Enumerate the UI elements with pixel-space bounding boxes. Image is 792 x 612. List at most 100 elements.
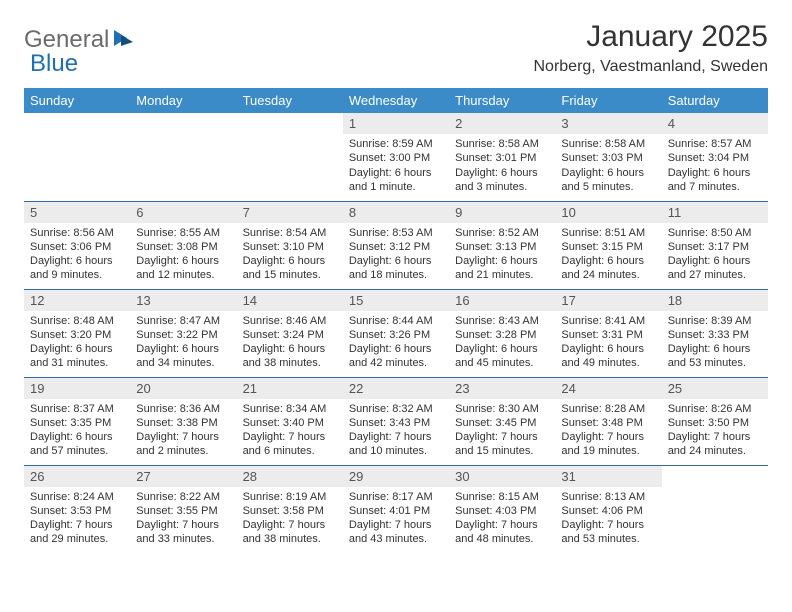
- sunset: Sunset: 3:12 PM: [349, 240, 443, 254]
- day-details: Sunrise: 8:19 AMSunset: 3:58 PMDaylight:…: [237, 487, 343, 552]
- daylight: Daylight: 7 hours and 6 minutes.: [243, 430, 337, 459]
- calendar-cell: 31Sunrise: 8:13 AMSunset: 4:06 PMDayligh…: [555, 465, 661, 553]
- calendar-row: 19Sunrise: 8:37 AMSunset: 3:35 PMDayligh…: [24, 377, 768, 465]
- logo-text-blue: Blue: [30, 50, 78, 77]
- day-number: 27: [130, 466, 236, 487]
- day-details: Sunrise: 8:48 AMSunset: 3:20 PMDaylight:…: [24, 311, 130, 376]
- calendar-cell: 13Sunrise: 8:47 AMSunset: 3:22 PMDayligh…: [130, 289, 236, 377]
- day-number: 25: [662, 378, 768, 399]
- calendar-cell: 24Sunrise: 8:28 AMSunset: 3:48 PMDayligh…: [555, 377, 661, 465]
- day-number: 3: [555, 113, 661, 134]
- day-number: 28: [237, 466, 343, 487]
- day-number: 5: [24, 202, 130, 223]
- sunrise: Sunrise: 8:57 AM: [668, 137, 762, 151]
- daylight: Daylight: 7 hours and 24 minutes.: [668, 430, 762, 459]
- sunrise: Sunrise: 8:59 AM: [349, 137, 443, 151]
- day-details: Sunrise: 8:58 AMSunset: 3:03 PMDaylight:…: [555, 134, 661, 199]
- day-details: Sunrise: 8:57 AMSunset: 3:04 PMDaylight:…: [662, 134, 768, 199]
- sunset: Sunset: 3:17 PM: [668, 240, 762, 254]
- day-number: 17: [555, 290, 661, 311]
- sunset: Sunset: 3:28 PM: [455, 328, 549, 342]
- daylight: Daylight: 7 hours and 48 minutes.: [455, 518, 549, 547]
- daylight: Daylight: 7 hours and 2 minutes.: [136, 430, 230, 459]
- calendar-row: 1 Sunrise: 8:59 AMSunset: 3:00 PMDaylight…: [24, 113, 768, 201]
- calendar-cell: [237, 113, 343, 201]
- daylight: Daylight: 7 hours and 15 minutes.: [455, 430, 549, 459]
- sunset: Sunset: 3:38 PM: [136, 416, 230, 430]
- sunset: Sunset: 3:22 PM: [136, 328, 230, 342]
- daylight: Daylight: 7 hours and 53 minutes.: [561, 518, 655, 547]
- sunrise: Sunrise: 8:50 AM: [668, 226, 762, 240]
- sunset: Sunset: 3:40 PM: [243, 416, 337, 430]
- calendar-cell: 6Sunrise: 8:55 AMSunset: 3:08 PMDaylight…: [130, 201, 236, 289]
- sunrise: Sunrise: 8:17 AM: [349, 490, 443, 504]
- sunset: Sunset: 3:53 PM: [30, 504, 124, 518]
- day-details: Sunrise: 8:37 AMSunset: 3:35 PMDaylight:…: [24, 399, 130, 464]
- sunrise: Sunrise: 8:19 AM: [243, 490, 337, 504]
- sunrise: Sunrise: 8:58 AM: [561, 137, 655, 151]
- logo-blue-row: Blue: [30, 50, 78, 78]
- sunrise: Sunrise: 8:28 AM: [561, 402, 655, 416]
- daylight: Daylight: 6 hours and 31 minutes.: [30, 342, 124, 371]
- calendar-cell: 14Sunrise: 8:46 AMSunset: 3:24 PMDayligh…: [237, 289, 343, 377]
- day-number: 26: [24, 466, 130, 487]
- sunrise: Sunrise: 8:24 AM: [30, 490, 124, 504]
- day-details: Sunrise: 8:56 AMSunset: 3:06 PMDaylight:…: [24, 223, 130, 288]
- calendar-cell: [24, 113, 130, 201]
- logo-flag-icon: [113, 29, 135, 52]
- calendar-cell: 20 Sunrise: 8:36 AMSunset: 3:38 PMDayligh…: [130, 377, 236, 465]
- daylight: Daylight: 6 hours and 12 minutes.: [136, 254, 230, 283]
- day-details: Sunrise: 8:24 AMSunset: 3:53 PMDaylight:…: [24, 487, 130, 552]
- sunrise: Sunrise: 8:53 AM: [349, 226, 443, 240]
- day-number: 23: [449, 378, 555, 399]
- day-details: Sunrise: 8:52 AMSunset: 3:13 PMDaylight:…: [449, 223, 555, 288]
- daylight: Daylight: 6 hours and 45 minutes.: [455, 342, 549, 371]
- sunrise: Sunrise: 8:30 AM: [455, 402, 549, 416]
- day-details: Sunrise: 8:47 AMSunset: 3:22 PMDaylight:…: [130, 311, 236, 376]
- day-details: Sunrise: 8:30 AMSunset: 3:45 PMDaylight:…: [449, 399, 555, 464]
- calendar-cell: 27Sunrise: 8:22 AMSunset: 3:55 PMDayligh…: [130, 465, 236, 553]
- calendar-cell: 29Sunrise: 8:17 AMSunset: 4:01 PMDayligh…: [343, 465, 449, 553]
- calendar-cell: 15Sunrise: 8:44 AMSunset: 3:26 PMDayligh…: [343, 289, 449, 377]
- sunrise: Sunrise: 8:41 AM: [561, 314, 655, 328]
- day-details: Sunrise: 8:26 AMSunset: 3:50 PMDaylight:…: [662, 399, 768, 464]
- day-details: Sunrise: 8:32 AMSunset: 3:43 PMDaylight:…: [343, 399, 449, 464]
- daylight: Daylight: 6 hours and 15 minutes.: [243, 254, 337, 283]
- weekday-header: Thursday: [449, 88, 555, 113]
- sunrise: Sunrise: 8:54 AM: [243, 226, 337, 240]
- sunset: Sunset: 3:13 PM: [455, 240, 549, 254]
- sunset: Sunset: 3:10 PM: [243, 240, 337, 254]
- day-details: Sunrise: 8:44 AMSunset: 3:26 PMDaylight:…: [343, 311, 449, 376]
- sunrise: Sunrise: 8:34 AM: [243, 402, 337, 416]
- sunset: Sunset: 3:00 PM: [349, 151, 443, 165]
- day-details: Sunrise: 8:41 AMSunset: 3:31 PMDaylight:…: [555, 311, 661, 376]
- sunrise: Sunrise: 8:36 AM: [136, 402, 230, 416]
- sunrise: Sunrise: 8:15 AM: [455, 490, 549, 504]
- daylight: Daylight: 6 hours and 38 minutes.: [243, 342, 337, 371]
- day-number: 20: [130, 378, 236, 399]
- calendar-cell: 21Sunrise: 8:34 AMSunset: 3:40 PMDayligh…: [237, 377, 343, 465]
- calendar-cell: 23Sunrise: 8:30 AMSunset: 3:45 PMDayligh…: [449, 377, 555, 465]
- calendar-cell: 3Sunrise: 8:58 AMSunset: 3:03 PMDaylight…: [555, 113, 661, 201]
- daylight: Daylight: 7 hours and 19 minutes.: [561, 430, 655, 459]
- sunrise: Sunrise: 8:44 AM: [349, 314, 443, 328]
- weekday-header: Friday: [555, 88, 661, 113]
- weekday-header: Tuesday: [237, 88, 343, 113]
- calendar-cell: 11Sunrise: 8:50 AMSunset: 3:17 PMDayligh…: [662, 201, 768, 289]
- daylight: Daylight: 6 hours and 53 minutes.: [668, 342, 762, 371]
- day-number: 16: [449, 290, 555, 311]
- calendar-cell: 28Sunrise: 8:19 AMSunset: 3:58 PMDayligh…: [237, 465, 343, 553]
- sunrise: Sunrise: 8:48 AM: [30, 314, 124, 328]
- sunrise: Sunrise: 8:47 AM: [136, 314, 230, 328]
- day-number: 14: [237, 290, 343, 311]
- daylight: Daylight: 6 hours and 1 minute.: [349, 166, 443, 195]
- day-number: 1: [343, 113, 449, 134]
- sunset: Sunset: 3:31 PM: [561, 328, 655, 342]
- day-details: Sunrise: 8:46 AMSunset: 3:24 PMDaylight:…: [237, 311, 343, 376]
- day-details: Sunrise: 8:50 AMSunset: 3:17 PMDaylight:…: [662, 223, 768, 288]
- day-details: Sunrise: 8:13 AMSunset: 4:06 PMDaylight:…: [555, 487, 661, 552]
- daylight: Daylight: 6 hours and 34 minutes.: [136, 342, 230, 371]
- daylight: Daylight: 6 hours and 42 minutes.: [349, 342, 443, 371]
- daylight: Daylight: 7 hours and 33 minutes.: [136, 518, 230, 547]
- daylight: Daylight: 6 hours and 9 minutes.: [30, 254, 124, 283]
